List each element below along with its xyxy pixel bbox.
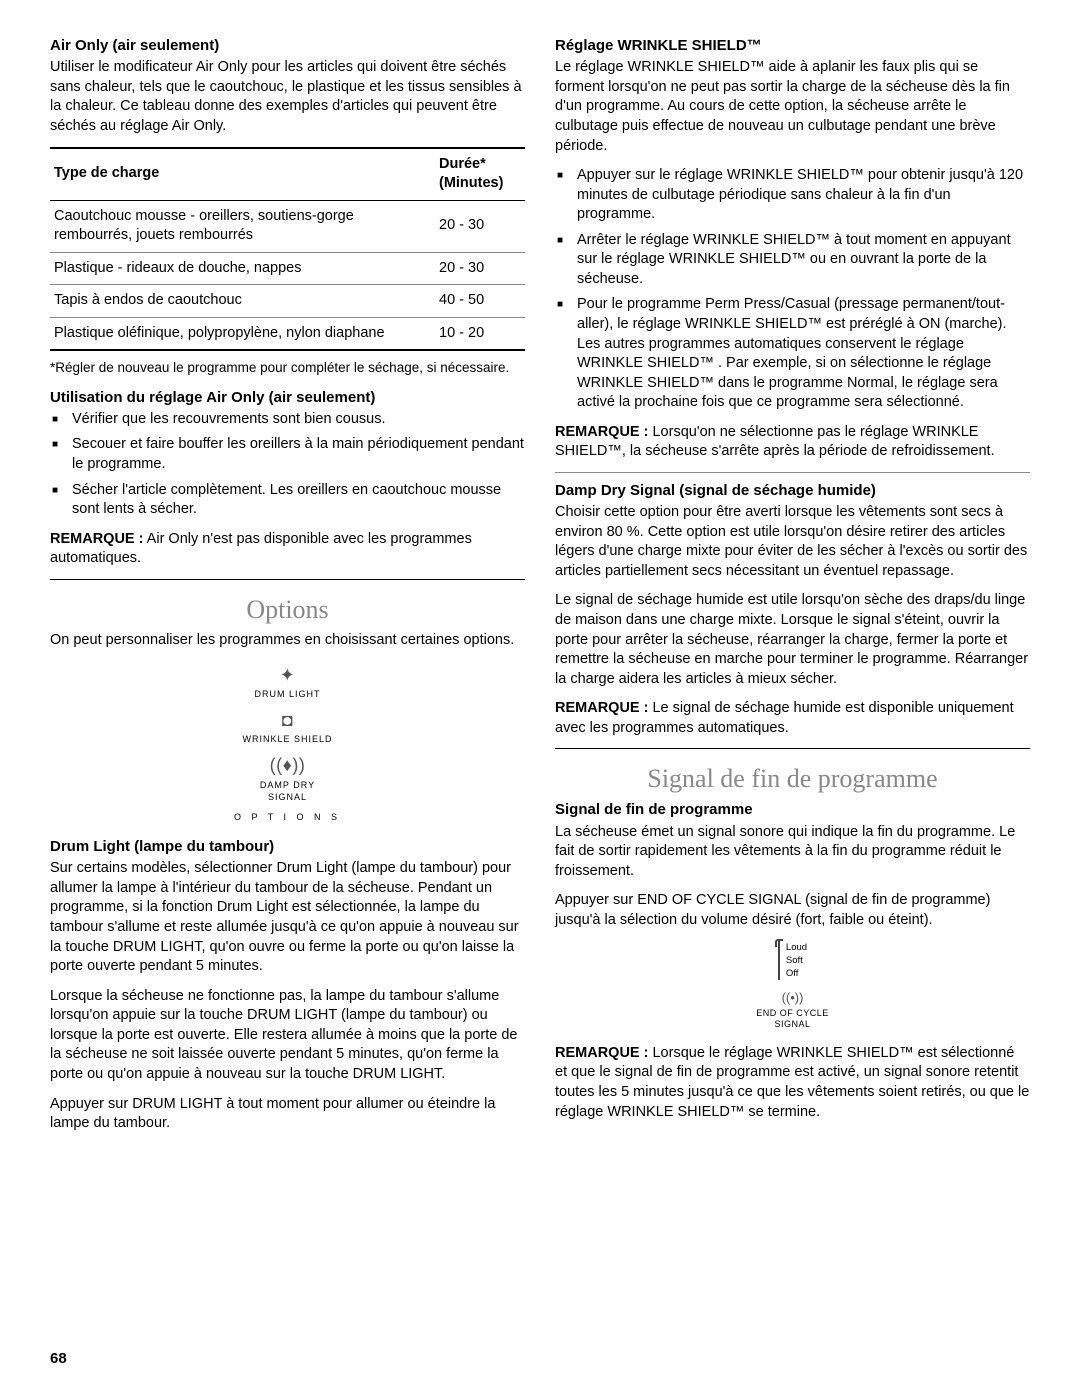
scale-loud: Loud <box>786 941 807 954</box>
table-row: Caoutchouc mousse - oreillers, soutiens-… <box>50 200 525 252</box>
table-row: Tapis à endos de caoutchouc 40 - 50 <box>50 285 525 318</box>
damp-dry-p2: Le signal de séchage humide est utile lo… <box>555 591 1030 689</box>
scale-soft: Soft <box>786 954 807 967</box>
table-header-time: Durée* (Minutes) <box>435 148 525 201</box>
list-item: Sécher l'article complètement. Les oreil… <box>72 481 525 520</box>
drum-light-p1: Sur certains modèles, sélectionner Drum … <box>50 859 525 976</box>
wrinkle-title: Réglage WRINKLE SHIELD™ <box>555 36 1030 56</box>
signal-fig-label-2: SIGNAL <box>555 1019 1030 1030</box>
table-footnote: *Régler de nouveau le programme pour com… <box>50 359 525 377</box>
scale-off: Off <box>786 967 807 980</box>
wrinkle-note: REMARQUE : Lorsqu'on ne sélectionne pas … <box>555 423 1030 462</box>
list-item: Appuyer sur le réglage WRINKLE SHIELD™ p… <box>577 166 1030 225</box>
page-content: Air Only (air seulement) Utiliser le mod… <box>50 36 1030 1144</box>
damp-dry-note: REMARQUE : Le signal de séchage humide e… <box>555 699 1030 738</box>
drum-light-icon: ✦ <box>50 663 525 687</box>
drum-light-p3: Appuyer sur DRUM LIGHT à tout moment pou… <box>50 1095 525 1134</box>
wrinkle-shield-label: WRINKLE SHIELD <box>50 733 525 745</box>
divider <box>555 472 1030 473</box>
drum-light-title: Drum Light (lampe du tambour) <box>50 837 525 857</box>
list-item: Vérifier que les recouvrements sont bien… <box>72 410 525 430</box>
page-number: 68 <box>50 1349 67 1369</box>
drum-light-p2: Lorsque la sécheuse ne fonctionne pas, l… <box>50 987 525 1085</box>
options-caption: O P T I O N S <box>50 811 525 823</box>
usage-list: Vérifier que les recouvrements sont bien… <box>50 410 525 520</box>
signal-scale: Loud Soft Off <box>778 941 807 981</box>
options-figure: ✦ DRUM LIGHT ◘ WRINKLE SHIELD ((♦)) DAMP… <box>50 663 525 824</box>
wrinkle-list: Appuyer sur le réglage WRINKLE SHIELD™ p… <box>555 166 1030 413</box>
air-only-intro: Utiliser le modificateur Air Only pour l… <box>50 58 525 136</box>
usage-title: Utilisation du réglage Air Only (air seu… <box>50 388 525 408</box>
table-row: Plastique - rideaux de douche, nappes 20… <box>50 252 525 285</box>
list-item: Pour le programme Perm Press/Casual (pre… <box>577 295 1030 412</box>
options-intro: On peut personnaliser les programmes en … <box>50 631 525 651</box>
damp-dry-p1: Choisir cette option pour être averti lo… <box>555 503 1030 581</box>
table-header-load: Type de charge <box>50 148 435 201</box>
wrinkle-shield-icon: ◘ <box>50 708 525 732</box>
signal-title: Signal de fin de programme <box>555 800 1030 820</box>
air-only-table: Type de charge Durée* (Minutes) Caoutcho… <box>50 147 525 352</box>
signal-p2: Appuyer sur END OF CYCLE SIGNAL (signal … <box>555 891 1030 930</box>
wrinkle-intro: Le réglage WRINKLE SHIELD™ aide à aplani… <box>555 58 1030 156</box>
signal-fig-label-1: END OF CYCLE <box>555 1008 1030 1019</box>
signal-figure: Loud Soft Off ((•)) END OF CYCLE SIGNAL <box>555 941 1030 1030</box>
damp-dry-title: Damp Dry Signal (signal de séchage humid… <box>555 481 1030 501</box>
right-column: Réglage WRINKLE SHIELD™ Le réglage WRINK… <box>555 36 1030 1144</box>
damp-dry-icon: ((♦)) <box>50 753 525 777</box>
divider <box>50 579 525 580</box>
signal-heading: Signal de fin de programme <box>555 761 1030 796</box>
left-column: Air Only (air seulement) Utiliser le mod… <box>50 36 525 1144</box>
damp-dry-label-2: SIGNAL <box>50 791 525 803</box>
damp-dry-label-1: DAMP DRY <box>50 779 525 791</box>
signal-p1: La sécheuse émet un signal sonore qui in… <box>555 823 1030 882</box>
sound-icon: ((•)) <box>555 989 1030 1007</box>
signal-note: REMARQUE : Lorsque le réglage WRINKLE SH… <box>555 1044 1030 1122</box>
list-item: Arrêter le réglage WRINKLE SHIELD™ à tou… <box>577 231 1030 290</box>
options-heading: Options <box>50 592 525 627</box>
air-only-title: Air Only (air seulement) <box>50 36 525 56</box>
list-item: Secouer et faire bouffer les oreillers à… <box>72 435 525 474</box>
divider <box>555 748 1030 749</box>
table-row: Plastique oléfinique, polypropylène, nyl… <box>50 317 525 350</box>
drum-light-label: DRUM LIGHT <box>50 688 525 700</box>
usage-note: REMARQUE : Air Only n'est pas disponible… <box>50 530 525 569</box>
